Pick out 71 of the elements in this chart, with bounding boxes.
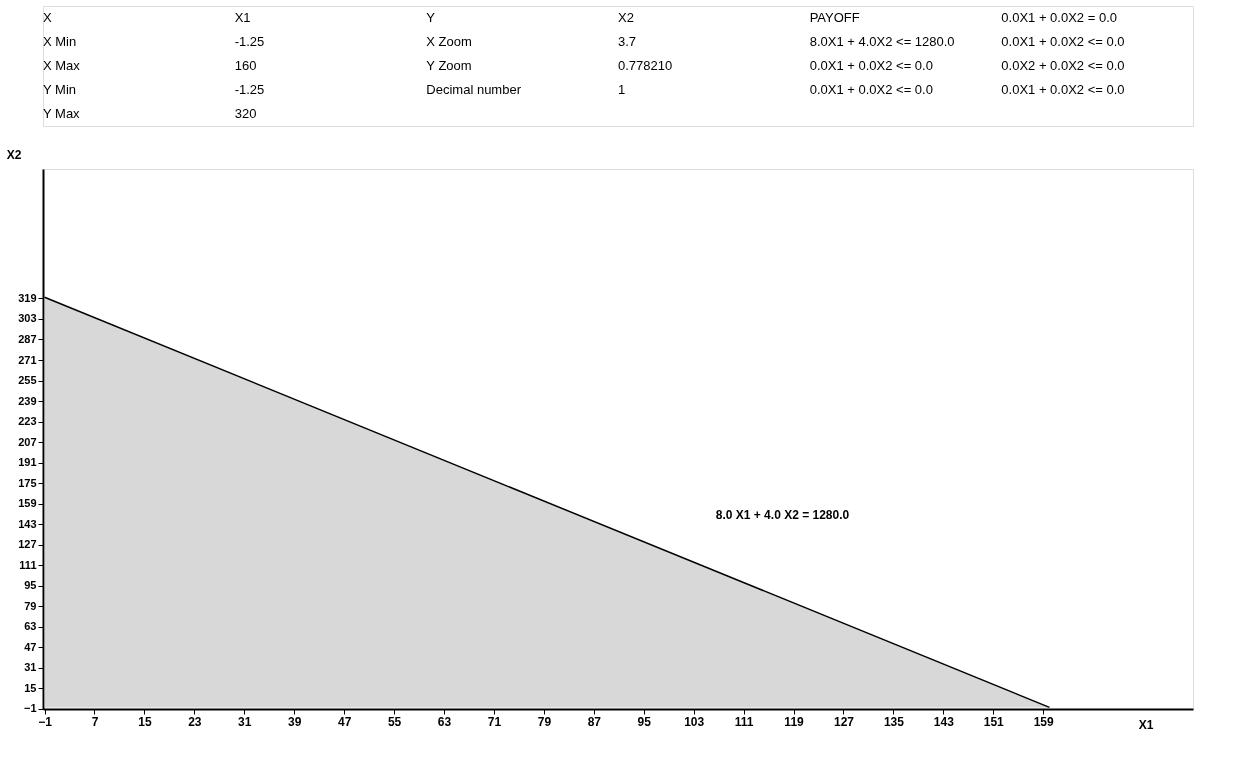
text: Y Zoom	[426, 58, 472, 73]
text: -1.25	[234, 82, 265, 97]
y-tick-label: 15	[24, 681, 37, 694]
x-tick-label: 119	[784, 714, 805, 729]
text: X	[43, 10, 52, 25]
x-tick-label: 159	[1033, 714, 1055, 729]
y-tick-label: 175	[18, 476, 37, 489]
text: 1	[618, 82, 626, 97]
y-tick-label: −1	[23, 702, 37, 715]
x-tick-label: 103	[684, 714, 705, 729]
text: 320	[234, 106, 257, 121]
text: Decimal number	[426, 82, 522, 97]
y-tick-label: 63	[24, 620, 37, 633]
text: X2	[618, 10, 634, 25]
x-tick-label: 31	[238, 714, 252, 729]
x-tick-label: 39	[288, 714, 302, 729]
text: 0.0X1 + 0.0X2 = 0.0	[1001, 10, 1117, 25]
text: PAYOFF	[809, 10, 860, 25]
y-tick-label: 95	[24, 579, 37, 592]
text: Y Min	[43, 82, 76, 97]
x-tick-label: 47	[337, 714, 352, 729]
text: 0.0X1 + 0.0X2 <= 0.0	[1001, 82, 1125, 97]
x-tick-label: 63	[437, 714, 452, 729]
y-tick-label: 31	[24, 661, 37, 674]
x-tick-label: 71	[487, 714, 502, 729]
y-tick-label: 191	[18, 456, 37, 469]
x-tick-label: −1	[38, 714, 53, 729]
text: -1.25	[234, 34, 265, 49]
y-tick-label: 303	[18, 312, 37, 325]
y-tick-label: 207	[18, 435, 37, 448]
y-tick-label: 111	[19, 558, 37, 571]
annotation: 8.0 X1 + 4.0 X2 = 1280.0	[715, 507, 850, 522]
y-tick-label: 79	[24, 599, 37, 612]
x-tick-label: 151	[983, 714, 1005, 729]
text: 0.778210	[618, 58, 673, 73]
y-tick-label: 319	[18, 291, 37, 304]
text: 8.0X1 + 4.0X2 <= 1280.0	[809, 34, 955, 49]
x-tick-label: 127	[833, 714, 855, 729]
x-tick-label: 55	[387, 714, 402, 729]
y-tick-label: 271	[18, 353, 37, 366]
y-axis-title: X2	[6, 147, 22, 162]
text: X Max	[43, 58, 81, 73]
text: Y Max	[43, 106, 81, 121]
text: 160	[234, 58, 257, 73]
x-tick-label: 79	[537, 714, 552, 729]
x-axis-title: X1	[1138, 717, 1154, 732]
text: X1	[234, 10, 251, 25]
y-tick-label: 239	[18, 394, 37, 407]
x-tick-label: 7	[91, 714, 99, 729]
y-tick-label: 47	[24, 640, 37, 653]
y-tick-label: 287	[18, 332, 37, 345]
y-tick-label: 143	[18, 517, 37, 530]
x-tick-label: 135	[883, 714, 905, 729]
text: X Min	[43, 34, 77, 49]
text: 0.0X1 + 0.0X2 <= 0.0	[1001, 34, 1125, 49]
y-tick-label: 223	[18, 415, 37, 428]
text: 0.0X2 + 0.0X2 <= 0.0	[1001, 58, 1125, 73]
text: 3.7	[618, 34, 637, 49]
text: 0.0X1 + 0.0X2 <= 0.0	[809, 82, 933, 97]
text: X Zoom	[426, 34, 472, 49]
y-tick-label: 127	[18, 538, 37, 551]
text: 0.0X1 + 0.0X2 <= 0.0	[809, 58, 933, 73]
x-tick-label: 111	[734, 714, 754, 729]
y-tick-label: 159	[18, 497, 37, 510]
x-tick-label: 143	[933, 714, 955, 729]
x-tick-label: 23	[188, 714, 202, 729]
x-tick-label: 15	[138, 714, 152, 729]
x-tick-label: 87	[587, 714, 602, 729]
text: Y	[426, 10, 436, 25]
y-tick-label: 255	[18, 374, 37, 387]
x-tick-label: 95	[637, 714, 652, 729]
